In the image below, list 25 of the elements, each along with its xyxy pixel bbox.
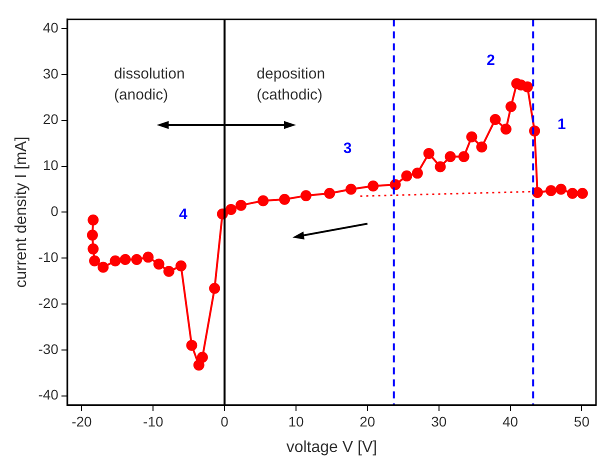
y-tick-label: 0 bbox=[50, 203, 59, 220]
y-tick-label: 40 bbox=[42, 19, 59, 36]
x-tick-label: 40 bbox=[502, 413, 518, 430]
y-tick-label: -40 bbox=[38, 386, 59, 403]
annotation: 3 bbox=[343, 140, 352, 158]
y-tick-label: 30 bbox=[42, 65, 59, 82]
annotation: 2 bbox=[486, 52, 495, 69]
x-tick-label: -10 bbox=[143, 413, 164, 430]
annotation: 4 bbox=[179, 206, 188, 224]
x-tick-label: 10 bbox=[288, 413, 304, 430]
y-tick-label: -30 bbox=[38, 340, 59, 357]
y-axis-title: current density I [mA] bbox=[13, 136, 30, 288]
x-tick-label: -20 bbox=[72, 413, 92, 430]
y-tick-label: -10 bbox=[38, 248, 59, 265]
x-tick-label: 30 bbox=[431, 413, 447, 430]
x-tick-label: 20 bbox=[360, 413, 376, 430]
annotation: dissolution (anodic) bbox=[114, 66, 185, 104]
y-tick-label: -20 bbox=[38, 294, 59, 311]
annotation: 1 bbox=[557, 116, 566, 134]
x-tick-label: 0 bbox=[220, 413, 229, 430]
y-tick-label: 10 bbox=[42, 157, 59, 174]
x-axis-title: voltage V [V] bbox=[286, 438, 378, 456]
y-tick-label: 20 bbox=[42, 111, 59, 128]
x-tick-label: 50 bbox=[574, 413, 590, 430]
annotation: deposition (cathodic) bbox=[256, 66, 326, 104]
